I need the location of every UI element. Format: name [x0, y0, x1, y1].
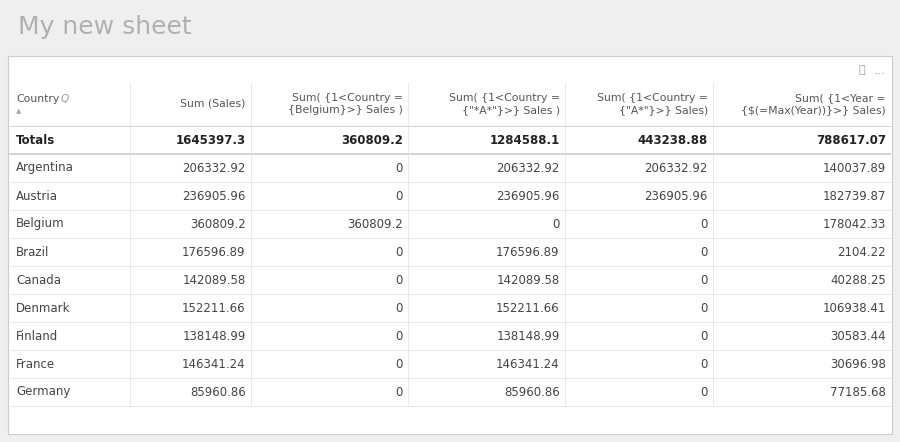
Text: Finland: Finland: [16, 329, 58, 343]
Text: 0: 0: [395, 245, 402, 259]
Text: 360809.2: 360809.2: [341, 133, 402, 146]
Text: 178042.33: 178042.33: [823, 217, 886, 230]
Text: 443238.88: 443238.88: [637, 133, 707, 146]
Text: 146341.24: 146341.24: [182, 358, 246, 370]
Text: 0: 0: [700, 245, 707, 259]
Text: 360809.2: 360809.2: [190, 217, 246, 230]
FancyBboxPatch shape: [8, 56, 892, 434]
Text: Sum( {1<Country =
{Belgium}>} Sales ): Sum( {1<Country = {Belgium}>} Sales ): [288, 93, 402, 115]
Text: My new sheet: My new sheet: [18, 15, 192, 39]
Text: 152211.66: 152211.66: [496, 301, 560, 315]
Text: 0: 0: [395, 301, 402, 315]
Text: 0: 0: [395, 274, 402, 286]
Text: ⤢: ⤢: [859, 65, 865, 75]
Text: 236905.96: 236905.96: [496, 190, 560, 202]
Text: 176596.89: 176596.89: [182, 245, 246, 259]
Text: 30696.98: 30696.98: [830, 358, 886, 370]
Text: 85960.86: 85960.86: [504, 385, 560, 399]
Text: 142089.58: 142089.58: [183, 274, 246, 286]
Text: Canada: Canada: [16, 274, 61, 286]
Text: 206332.92: 206332.92: [644, 161, 707, 175]
Text: 0: 0: [395, 358, 402, 370]
Text: 236905.96: 236905.96: [183, 190, 246, 202]
Text: 152211.66: 152211.66: [182, 301, 246, 315]
Text: 77185.68: 77185.68: [830, 385, 886, 399]
Text: 0: 0: [395, 161, 402, 175]
Text: Germany: Germany: [16, 385, 70, 399]
Text: 788617.07: 788617.07: [816, 133, 886, 146]
Text: Denmark: Denmark: [16, 301, 70, 315]
Text: 0: 0: [395, 385, 402, 399]
Text: 0: 0: [700, 301, 707, 315]
Text: 0: 0: [700, 358, 707, 370]
Text: Sum( {1<Country =
{"*A*"}>} Sales ): Sum( {1<Country = {"*A*"}>} Sales ): [449, 93, 560, 115]
FancyBboxPatch shape: [0, 0, 900, 54]
Text: 206332.92: 206332.92: [496, 161, 560, 175]
Text: 2104.22: 2104.22: [837, 245, 886, 259]
Text: Sum( {1<Year =
{$(=Max(Year))}>} Sales): Sum( {1<Year = {$(=Max(Year))}>} Sales): [742, 93, 886, 115]
Text: 1284588.1: 1284588.1: [490, 133, 560, 146]
Text: 1645397.3: 1645397.3: [176, 133, 246, 146]
Text: 140037.89: 140037.89: [823, 161, 886, 175]
Text: 146341.24: 146341.24: [496, 358, 560, 370]
Text: 142089.58: 142089.58: [497, 274, 560, 286]
Text: 0: 0: [700, 217, 707, 230]
Text: Brazil: Brazil: [16, 245, 50, 259]
Text: Totals: Totals: [16, 133, 55, 146]
Text: ▲: ▲: [16, 108, 22, 114]
Text: 85960.86: 85960.86: [190, 385, 246, 399]
Text: 0: 0: [700, 385, 707, 399]
Text: 40288.25: 40288.25: [830, 274, 886, 286]
Text: Austria: Austria: [16, 190, 58, 202]
Text: 236905.96: 236905.96: [644, 190, 707, 202]
Text: Sum (Sales): Sum (Sales): [180, 99, 246, 109]
Text: 30583.44: 30583.44: [831, 329, 886, 343]
Text: 360809.2: 360809.2: [346, 217, 402, 230]
Text: 138148.99: 138148.99: [496, 329, 560, 343]
Text: Country: Country: [16, 94, 59, 104]
Text: 106938.41: 106938.41: [823, 301, 886, 315]
Text: ...: ...: [874, 64, 886, 76]
Text: 206332.92: 206332.92: [183, 161, 246, 175]
Text: Sum( {1<Country =
{"A*"}>} Sales): Sum( {1<Country = {"A*"}>} Sales): [597, 93, 707, 115]
Text: 182739.87: 182739.87: [823, 190, 886, 202]
Text: Argentina: Argentina: [16, 161, 74, 175]
Text: 176596.89: 176596.89: [496, 245, 560, 259]
Text: 138148.99: 138148.99: [183, 329, 246, 343]
Text: 0: 0: [395, 329, 402, 343]
Text: 0: 0: [395, 190, 402, 202]
Text: 0: 0: [700, 274, 707, 286]
Text: 0: 0: [553, 217, 560, 230]
Text: France: France: [16, 358, 55, 370]
Text: 0: 0: [700, 329, 707, 343]
Text: Belgium: Belgium: [16, 217, 65, 230]
Text: Q: Q: [61, 94, 69, 104]
